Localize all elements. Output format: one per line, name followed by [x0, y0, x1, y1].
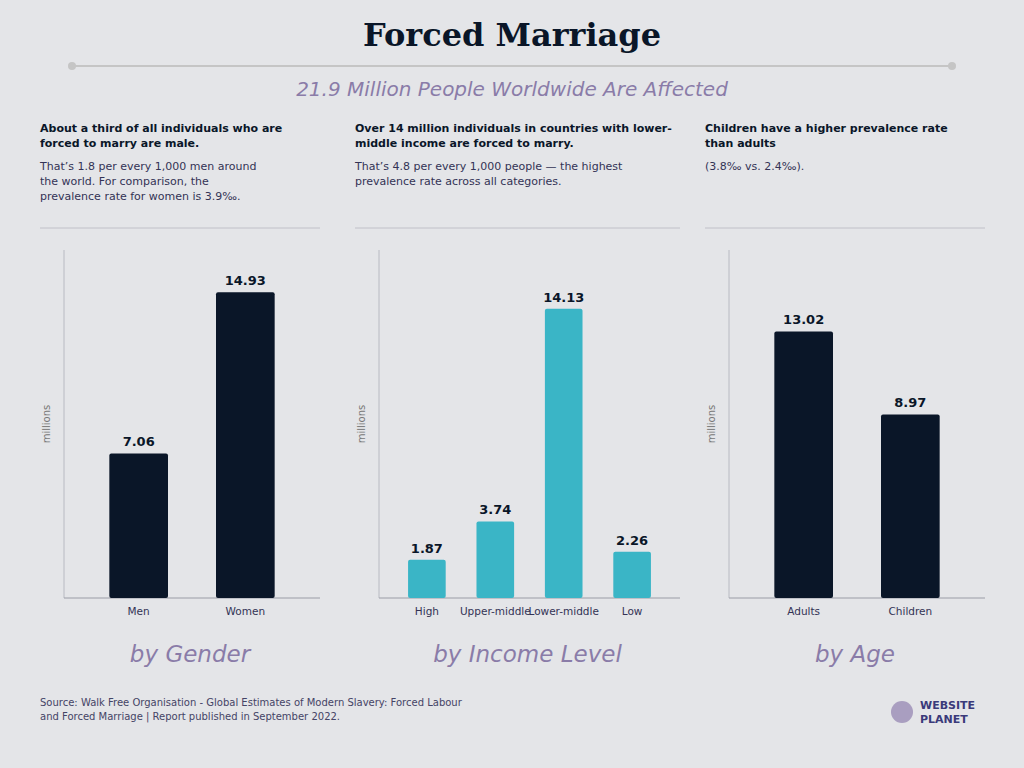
- category-label: Children: [888, 605, 932, 617]
- separator: [40, 228, 320, 229]
- category-label: Low: [622, 605, 643, 617]
- panel-title: by Age: [815, 641, 895, 667]
- note: (3.8‰ vs. 2.4‰).: [705, 160, 804, 173]
- note: That’s 1.8 per every 1,000 men around the…: [39, 160, 256, 203]
- panel: Children have a higher prevalence rate th…: [705, 122, 985, 667]
- data-label: 3.74: [479, 502, 511, 517]
- y-axis: [64, 250, 65, 598]
- data-label: 2.26: [616, 533, 648, 548]
- category-label: Lower-middle: [528, 605, 598, 617]
- text-line: forced to marry are male.: [40, 137, 199, 150]
- axis-label: millions: [356, 405, 367, 444]
- separator: [355, 228, 680, 229]
- baseline: [64, 598, 320, 599]
- axis-label: millions: [706, 405, 717, 444]
- text-line: (3.8‰ vs. 2.4‰).: [705, 160, 804, 173]
- text-line: About a third of all individuals who are: [40, 122, 282, 135]
- data-label: 14.13: [543, 290, 584, 305]
- note: Over 14 million individuals in countries…: [355, 122, 672, 150]
- note: That’s 4.8 per every 1,000 people — the …: [354, 160, 623, 188]
- note: About a third of all individuals who are…: [40, 122, 282, 150]
- divider: [72, 65, 952, 67]
- divider-end: [948, 62, 956, 70]
- category-label: Women: [226, 605, 266, 617]
- text-line: That’s 1.8 per every 1,000 men around: [39, 160, 256, 173]
- bar: [408, 560, 446, 598]
- text-line: Source: Walk Free Organisation - Global …: [40, 697, 463, 708]
- category-label: Men: [128, 605, 150, 617]
- separator: [705, 228, 985, 229]
- panel-title: by Gender: [130, 641, 252, 667]
- baseline: [729, 598, 985, 599]
- bars: [408, 309, 651, 598]
- bar: [613, 552, 651, 598]
- text-line: the world. For comparison, the: [40, 175, 209, 188]
- source: Source: Walk Free Organisation - Global …: [40, 697, 463, 723]
- category-label: Upper-middle: [460, 605, 531, 617]
- bar: [774, 331, 833, 598]
- text-line: prevalence rate across all categories.: [355, 175, 562, 188]
- text-line: Children have a higher prevalence rate: [705, 122, 948, 135]
- axis-label: millions: [41, 405, 52, 444]
- subtitle: 21.9 Million People Worldwide Are Affect…: [296, 77, 728, 101]
- data-label: 14.93: [225, 273, 266, 288]
- data-label: 7.06: [123, 434, 155, 449]
- text-line: Over 14 million individuals in countries…: [355, 122, 672, 135]
- panel: Over 14 million individuals in countries…: [354, 122, 680, 667]
- bars: [774, 331, 939, 598]
- logo-text: PLANET: [920, 713, 968, 726]
- bar: [216, 292, 275, 598]
- bar: [476, 521, 514, 598]
- panel: About a third of all individuals who are…: [39, 122, 320, 667]
- panel-title: by Income Level: [433, 641, 622, 667]
- text-line: That’s 4.8 per every 1,000 people — the …: [354, 160, 623, 173]
- background: [0, 0, 1024, 768]
- y-axis: [379, 250, 380, 598]
- bar: [881, 414, 940, 598]
- note: Children have a higher prevalence rate th…: [705, 122, 948, 150]
- data-label: 8.97: [894, 395, 926, 410]
- y-axis: [729, 250, 730, 598]
- logo-globe: [891, 701, 913, 723]
- text-line: than adults: [705, 137, 776, 150]
- logo-text: WEBSITE: [920, 699, 975, 712]
- text-line: prevalence rate for women is 3.9‰.: [40, 190, 241, 203]
- data-label: 13.02: [783, 312, 824, 327]
- text-line: middle income are forced to marry.: [355, 137, 574, 150]
- infographic: Forced Marriage 21.9 Million People World…: [0, 0, 1024, 768]
- text-line: and Forced Marriage | Report published i…: [40, 711, 340, 723]
- category-label: High: [415, 605, 439, 617]
- divider-end: [68, 62, 76, 70]
- category-label: Adults: [787, 605, 820, 617]
- bars: [109, 292, 274, 598]
- bar: [109, 453, 168, 598]
- bar: [545, 309, 583, 598]
- data-label: 1.87: [411, 541, 443, 556]
- title: Forced Marriage: [363, 16, 661, 54]
